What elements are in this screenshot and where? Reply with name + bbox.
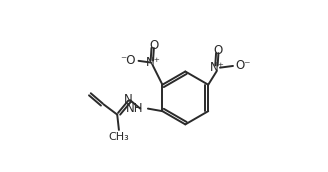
Text: O: O [149, 39, 158, 52]
Text: ⁻O: ⁻O [120, 54, 136, 67]
Text: O: O [214, 44, 223, 57]
Text: NH: NH [126, 102, 144, 115]
Text: CH₃: CH₃ [109, 132, 129, 142]
Text: N⁺: N⁺ [210, 61, 225, 74]
Text: N: N [124, 93, 133, 106]
Text: N⁺: N⁺ [146, 56, 160, 69]
Text: O⁻: O⁻ [236, 60, 251, 72]
